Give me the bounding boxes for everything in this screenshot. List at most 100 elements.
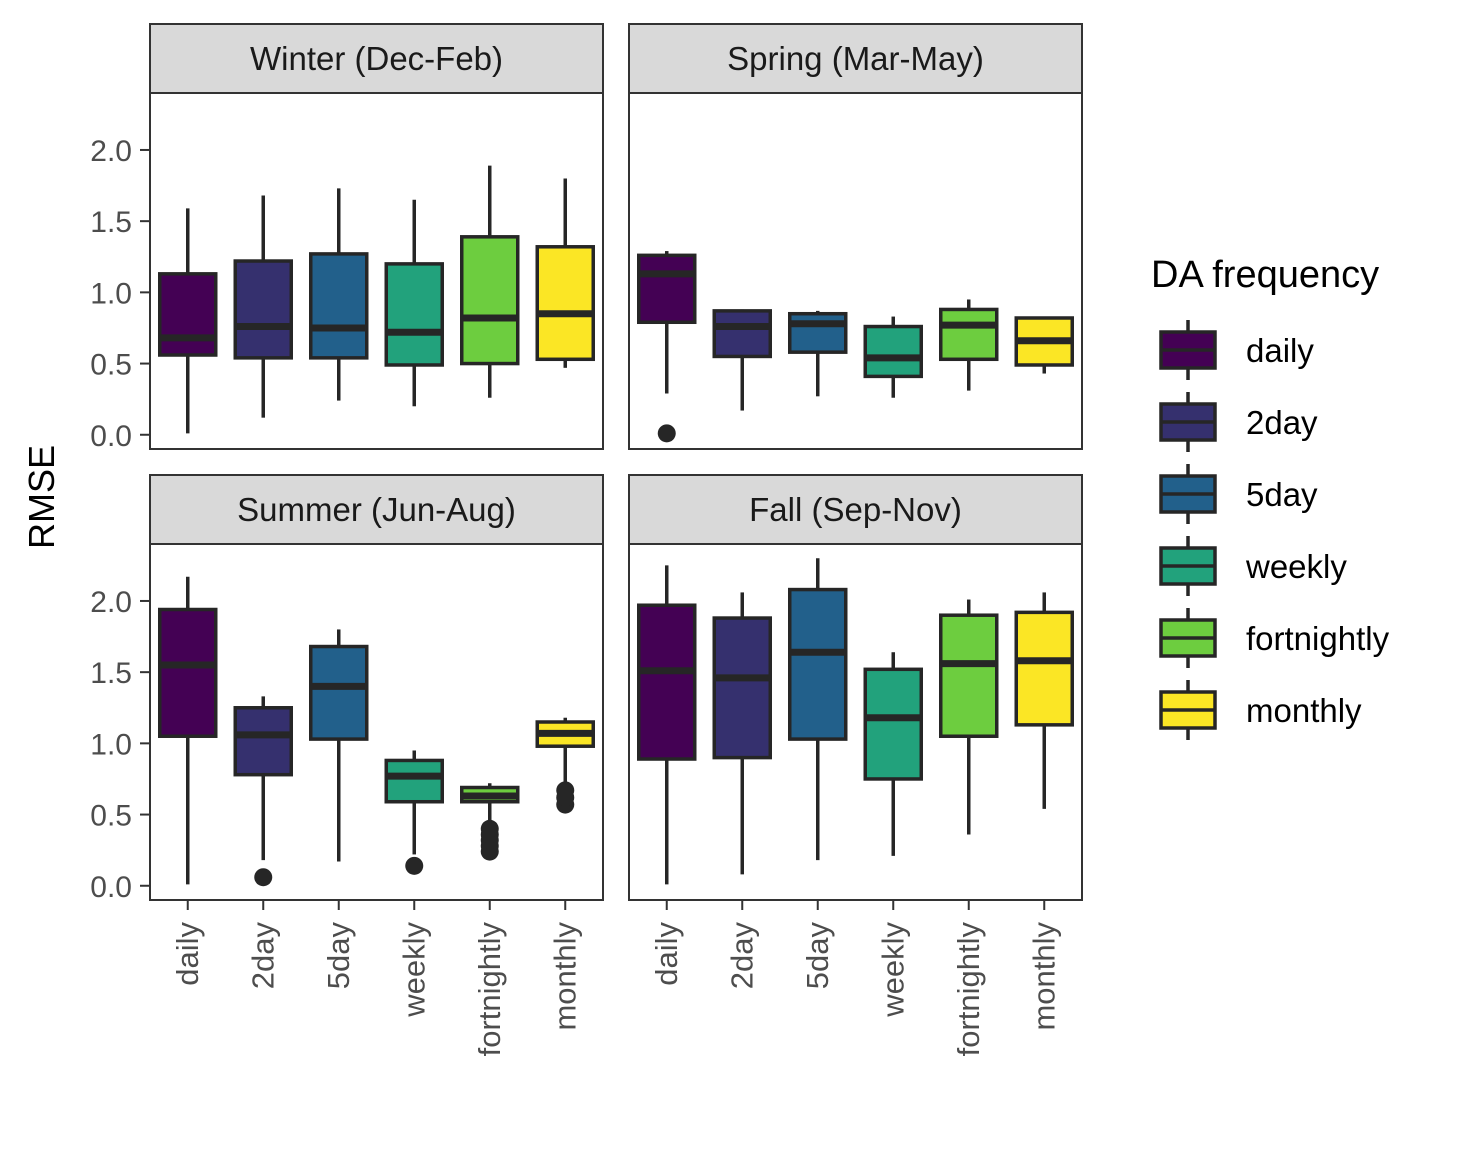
facet-strip-label: Winter (Dec-Feb) — [250, 40, 503, 77]
legend: DA frequency daily 2day 5day weekly fortnigh… — [1151, 254, 1390, 740]
x-tick-label: 2day — [245, 922, 280, 990]
box-5day — [309, 188, 369, 401]
legend-label: monthly — [1246, 692, 1362, 729]
box-weekly — [384, 750, 444, 875]
legend-item-2day: 2day — [1159, 392, 1318, 452]
legend-label: daily — [1246, 332, 1314, 369]
panel-border — [628, 92, 1083, 450]
box-iqr — [535, 245, 595, 362]
outlier-point — [405, 856, 424, 875]
outlier-point — [657, 424, 676, 443]
box-iqr — [712, 616, 772, 760]
facet-strip — [149, 23, 604, 94]
box-iqr — [863, 324, 923, 379]
facet-strip-label: Fall (Sep-Nov) — [749, 491, 962, 528]
box-iqr — [637, 253, 697, 325]
box-daily — [158, 208, 218, 434]
legend-key — [1159, 320, 1217, 380]
box-daily — [158, 576, 218, 885]
box-5day — [309, 629, 369, 862]
box-5day — [788, 558, 848, 861]
x-tick-label: daily — [170, 922, 205, 986]
y-tick-label: 0.5 — [90, 349, 132, 382]
box-monthly — [1014, 316, 1074, 374]
box-iqr — [158, 272, 218, 357]
box-iqr — [939, 307, 999, 362]
box-fortnightly — [460, 783, 520, 861]
box-2day — [712, 592, 772, 875]
legend-item-fortnightly: fortnightly — [1159, 608, 1390, 668]
outlier-point — [480, 819, 499, 838]
box-weekly — [863, 316, 923, 398]
y-tick-label: 0.0 — [90, 871, 132, 904]
legend-key — [1159, 536, 1217, 596]
y-axis-title: RMSE — [21, 445, 62, 549]
legend-label: weekly — [1245, 548, 1347, 585]
legend-key — [1159, 680, 1217, 740]
legend-key — [1159, 608, 1217, 668]
box-daily — [637, 251, 697, 443]
y-tick-label: 1.5 — [90, 206, 132, 239]
box-iqr — [384, 758, 444, 804]
box-iqr — [384, 262, 444, 367]
box-iqr — [460, 235, 520, 366]
box-iqr — [309, 644, 369, 741]
panel-border — [149, 92, 604, 450]
facet-strip-label: Summer (Jun-Aug) — [237, 491, 516, 528]
box-2day — [233, 195, 293, 418]
legend-label: 5day — [1246, 476, 1318, 513]
panels: Winter (Dec-Feb) 0.0 0.5 1.0 1.5 2.0 Spring (M… — [90, 23, 1083, 1057]
box-fortnightly — [939, 299, 999, 391]
x-tick-label: daily — [649, 922, 684, 986]
x-tick-label: 5day — [321, 922, 356, 990]
facet-strip — [628, 23, 1083, 94]
plot-area — [629, 93, 1082, 449]
x-tick-label: fortnightly — [472, 922, 507, 1057]
panel-border — [628, 543, 1083, 901]
facet-strip — [628, 474, 1083, 545]
legend-label: fortnightly — [1246, 620, 1390, 657]
box-fortnightly — [460, 165, 520, 398]
facet-strip — [149, 474, 604, 545]
x-tick-label: fortnightly — [951, 922, 986, 1057]
x-tick-label: monthly — [1026, 922, 1061, 1031]
box-iqr — [637, 603, 697, 761]
box-iqr — [939, 613, 999, 738]
x-tick-label: 5day — [800, 922, 835, 990]
box-iqr — [1014, 610, 1074, 727]
panel-summer-jun-aug: Summer (Jun-Aug) 0.0 0.5 1.0 1.5 2.0 daily 2day… — [90, 474, 604, 1057]
x-tick-label: weekly — [875, 922, 910, 1018]
box-iqr — [158, 607, 218, 738]
x-tick-label: weekly — [396, 922, 431, 1018]
y-tick-label: 0.5 — [90, 800, 132, 833]
facet-strip-label: Spring (Mar-May) — [727, 40, 984, 77]
box-daily — [637, 565, 697, 885]
plot-area — [150, 544, 603, 900]
box-fortnightly — [939, 599, 999, 835]
box-monthly — [535, 178, 595, 368]
legend-item-weekly: weekly — [1159, 536, 1347, 596]
y-tick-label: 2.0 — [90, 135, 132, 168]
legend-label: 2day — [1246, 404, 1318, 441]
y-tick-label: 1.0 — [90, 277, 132, 310]
box-iqr — [788, 311, 848, 354]
box-weekly — [863, 652, 923, 856]
box-iqr — [788, 587, 848, 741]
box-monthly — [535, 717, 595, 814]
legend-item-5day: 5day — [1159, 464, 1318, 524]
y-tick-label: 1.5 — [90, 657, 132, 690]
box-iqr — [863, 667, 923, 781]
outlier-point — [254, 868, 273, 887]
y-tick-label: 1.0 — [90, 728, 132, 761]
box-iqr — [233, 706, 293, 777]
x-tick-label: monthly — [547, 922, 582, 1031]
panel-winter-dec-feb: Winter (Dec-Feb) 0.0 0.5 1.0 1.5 2.0 — [90, 23, 604, 453]
outlier-point — [556, 781, 575, 800]
legend-item-daily: daily — [1159, 320, 1314, 380]
plot-area — [150, 93, 603, 449]
legend-title: DA frequency — [1151, 254, 1379, 296]
panel-fall-sep-nov: Fall (Sep-Nov) daily 2day 5day weekly fortnig… — [628, 474, 1083, 1057]
y-tick-label: 0.0 — [90, 420, 132, 453]
x-tick-label: 2day — [724, 922, 759, 990]
